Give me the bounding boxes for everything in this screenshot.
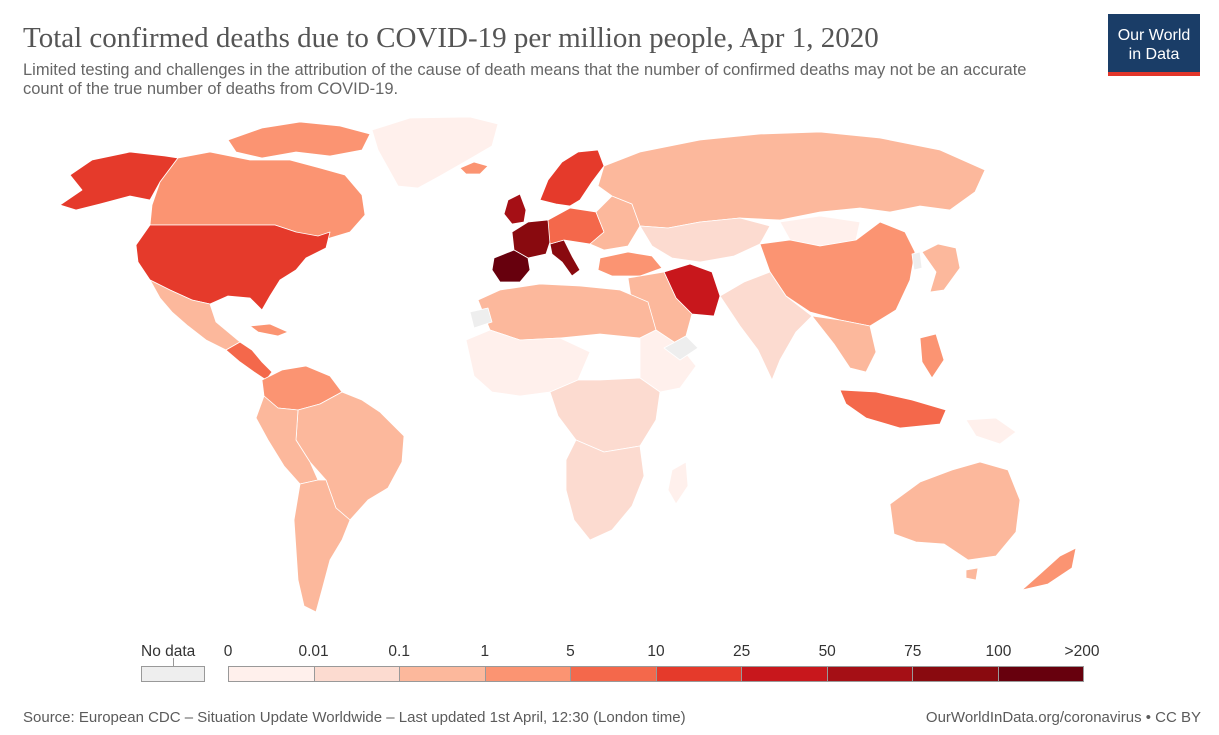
world-map[interactable] <box>0 100 1219 630</box>
region-uk[interactable] <box>503 193 527 225</box>
legend-tick-label: 100 <box>985 643 1012 660</box>
legend-bin-1[interactable] <box>229 667 315 681</box>
region-no-data-korea[interactable] <box>911 251 923 271</box>
region-madagascar[interactable] <box>667 461 689 505</box>
region-png[interactable] <box>965 417 1017 445</box>
legend-bin-2[interactable] <box>314 667 400 681</box>
legend-no-data-tick <box>173 658 174 666</box>
legend-tick-label: 0 <box>223 643 233 660</box>
chart-title: Total confirmed deaths due to COVID-19 p… <box>23 22 879 54</box>
region-central-africa[interactable] <box>549 377 661 453</box>
legend-tick-label: 75 <box>904 643 922 660</box>
legend-bin-4[interactable] <box>485 667 571 681</box>
region-italy[interactable] <box>549 239 581 277</box>
owid-logo[interactable]: Our World in Data <box>1108 14 1200 76</box>
legend-color-bar <box>228 666 1084 682</box>
legend-bin-7[interactable] <box>742 667 828 681</box>
legend-tick-label: 50 <box>818 643 836 660</box>
region-southeast-asia[interactable] <box>811 315 877 373</box>
legend-tick-label: 0.1 <box>388 643 410 660</box>
region-southern-cone[interactable] <box>293 479 351 613</box>
region-arctic-islands[interactable] <box>227 121 371 159</box>
region-brazil[interactable] <box>295 391 405 521</box>
chart-subtitle: Limited testing and challenges in the at… <box>23 61 1027 98</box>
region-tasmania[interactable] <box>965 567 979 581</box>
region-no-data-yemen[interactable] <box>663 335 699 361</box>
legend-tick-label: >200 <box>1064 643 1100 660</box>
logo-line-1: Our World <box>1117 27 1191 44</box>
region-central-europe[interactable] <box>547 207 605 245</box>
legend-tick-label: 1 <box>480 643 490 660</box>
region-north-africa[interactable] <box>477 283 657 341</box>
region-australia[interactable] <box>889 461 1021 561</box>
source-url-link[interactable]: OurWorldInData.org/coronavirus • CC BY <box>925 709 1201 726</box>
legend-tick-label: 0.01 <box>298 643 329 660</box>
logo-line-2: in Data <box>1128 46 1180 63</box>
legend-tick-label: 25 <box>732 643 751 660</box>
region-spain[interactable] <box>491 249 531 283</box>
legend-bin-6[interactable] <box>656 667 742 681</box>
region-russia[interactable] <box>597 131 986 229</box>
region-china[interactable] <box>759 221 916 327</box>
region-greenland[interactable] <box>371 116 499 189</box>
legend-bin-10[interactable] <box>998 667 1083 681</box>
legend-tick-label: 10 <box>647 643 665 660</box>
legend-tick-label: 5 <box>566 643 575 660</box>
region-scandinavia[interactable] <box>539 149 605 207</box>
legend-bin-8[interactable] <box>827 667 913 681</box>
legend-bin-3[interactable] <box>400 667 486 681</box>
legend-no-data-swatch <box>141 666 205 682</box>
region-central-america[interactable] <box>225 341 273 381</box>
region-southern-africa[interactable] <box>565 439 645 541</box>
region-no-data-west[interactable] <box>469 307 493 329</box>
region-philippines[interactable] <box>919 333 945 379</box>
region-iceland[interactable] <box>459 161 489 175</box>
legend-bin-5[interactable] <box>571 667 657 681</box>
region-new-zealand[interactable] <box>1021 547 1077 591</box>
region-caribbean[interactable] <box>249 323 289 337</box>
source-note: Source: European CDC – Situation Update … <box>23 709 686 726</box>
legend-no-data-label: No data <box>141 643 196 660</box>
region-indonesia[interactable] <box>839 389 947 429</box>
legend-bin-9[interactable] <box>913 667 999 681</box>
region-south-asia[interactable] <box>719 271 813 381</box>
region-canada[interactable] <box>149 151 366 247</box>
region-japan[interactable] <box>921 243 961 293</box>
region-turkey[interactable] <box>597 251 663 277</box>
